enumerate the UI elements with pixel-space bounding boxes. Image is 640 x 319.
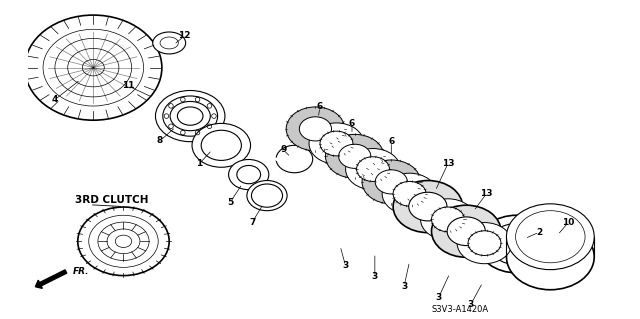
Ellipse shape <box>506 224 594 290</box>
Ellipse shape <box>375 170 408 194</box>
Ellipse shape <box>252 184 282 207</box>
Ellipse shape <box>409 192 447 221</box>
Ellipse shape <box>276 145 313 173</box>
Ellipse shape <box>25 15 162 120</box>
Ellipse shape <box>201 130 241 160</box>
Ellipse shape <box>83 59 104 76</box>
Ellipse shape <box>107 229 140 254</box>
Text: FR.: FR. <box>73 267 90 276</box>
Ellipse shape <box>339 144 371 168</box>
Ellipse shape <box>89 215 158 267</box>
Ellipse shape <box>163 96 218 136</box>
Ellipse shape <box>489 224 544 265</box>
Ellipse shape <box>192 123 250 167</box>
Text: 11: 11 <box>122 81 134 90</box>
Ellipse shape <box>115 235 132 248</box>
Text: 3: 3 <box>401 282 407 291</box>
Text: 10: 10 <box>563 218 575 226</box>
Text: S3V3-A1420A: S3V3-A1420A <box>431 305 488 314</box>
Text: 9: 9 <box>280 145 287 154</box>
Text: 1: 1 <box>196 159 202 168</box>
Ellipse shape <box>468 231 501 256</box>
Ellipse shape <box>506 204 594 270</box>
Ellipse shape <box>457 223 512 264</box>
Text: 4: 4 <box>52 95 58 104</box>
Ellipse shape <box>431 205 501 257</box>
Ellipse shape <box>78 207 169 276</box>
Ellipse shape <box>160 37 179 49</box>
Ellipse shape <box>237 166 260 184</box>
Text: 6: 6 <box>349 119 355 128</box>
Ellipse shape <box>156 91 225 142</box>
Ellipse shape <box>478 215 555 273</box>
Ellipse shape <box>326 134 384 178</box>
Ellipse shape <box>516 211 585 263</box>
Ellipse shape <box>320 131 353 156</box>
Ellipse shape <box>153 32 186 54</box>
Ellipse shape <box>43 29 143 106</box>
Text: 2: 2 <box>536 228 543 237</box>
Ellipse shape <box>177 107 203 125</box>
Ellipse shape <box>356 157 390 182</box>
Text: 7: 7 <box>249 218 255 226</box>
Ellipse shape <box>170 101 211 131</box>
Ellipse shape <box>286 107 345 151</box>
Ellipse shape <box>346 149 401 190</box>
Ellipse shape <box>362 160 420 204</box>
Text: 5: 5 <box>227 197 234 206</box>
Ellipse shape <box>431 207 465 232</box>
Text: 3: 3 <box>436 293 442 301</box>
Ellipse shape <box>447 217 485 246</box>
Ellipse shape <box>309 123 364 164</box>
Text: 12: 12 <box>179 31 191 40</box>
Ellipse shape <box>55 38 132 97</box>
Ellipse shape <box>393 182 426 206</box>
Text: 6: 6 <box>317 102 323 111</box>
Ellipse shape <box>247 181 287 211</box>
Text: 13: 13 <box>480 189 493 198</box>
Ellipse shape <box>382 173 437 214</box>
Ellipse shape <box>300 117 332 141</box>
Ellipse shape <box>228 160 269 190</box>
Text: 3: 3 <box>468 300 474 309</box>
Ellipse shape <box>420 199 476 240</box>
Text: 8: 8 <box>157 136 163 145</box>
Text: 3RD CLUTCH: 3RD CLUTCH <box>75 195 148 205</box>
Text: 6: 6 <box>388 137 394 146</box>
Ellipse shape <box>68 48 119 87</box>
Text: 13: 13 <box>442 159 454 168</box>
Ellipse shape <box>393 181 463 233</box>
Ellipse shape <box>98 222 149 261</box>
Text: 3: 3 <box>372 272 378 281</box>
FancyArrow shape <box>35 270 67 288</box>
Text: 3: 3 <box>342 262 349 271</box>
